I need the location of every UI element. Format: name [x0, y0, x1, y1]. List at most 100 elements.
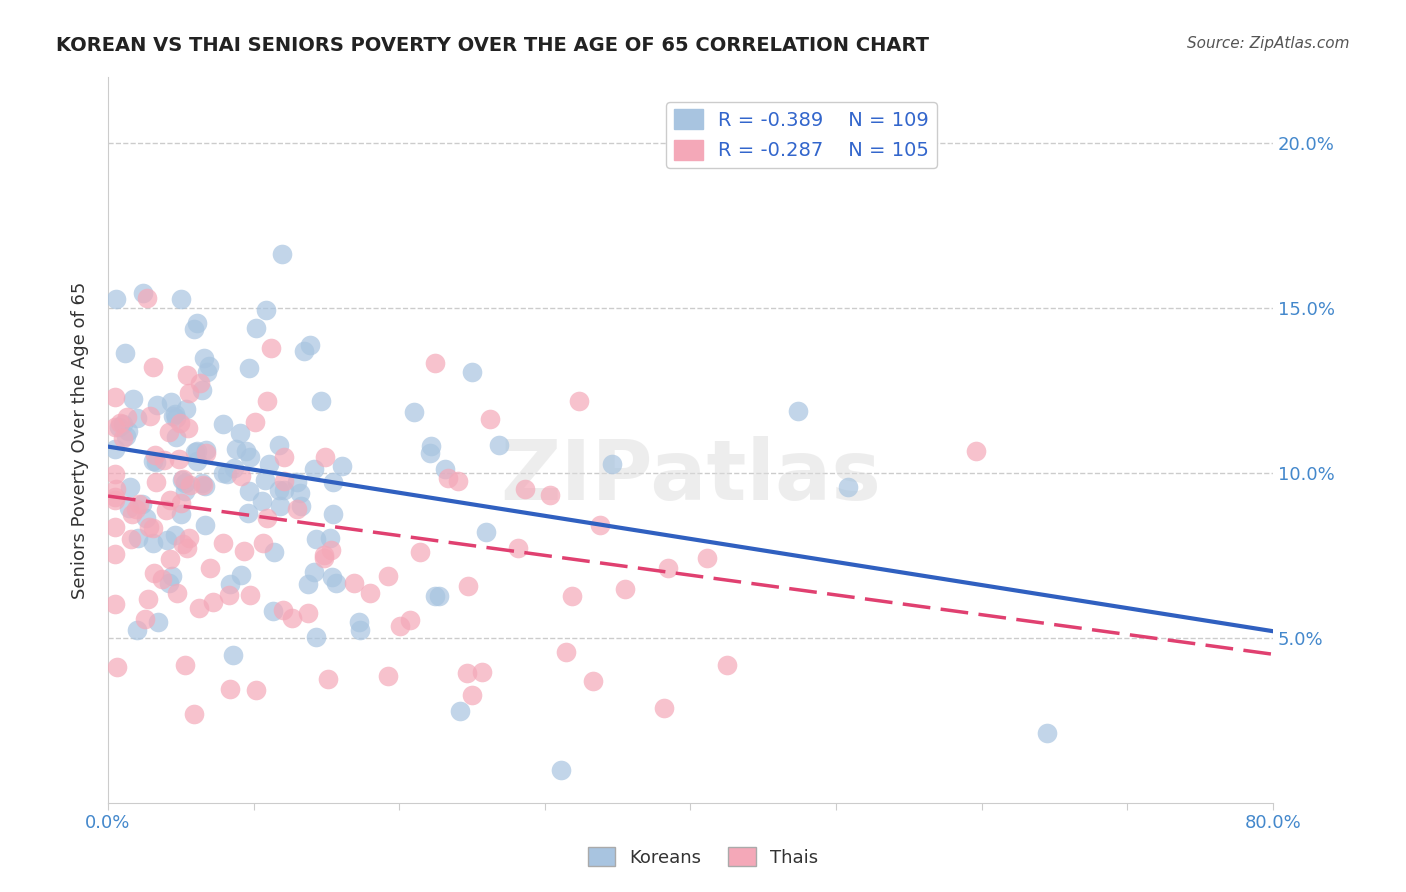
Point [259, 457, 281, 471]
Point [142, 453, 165, 467]
Point [437, 471, 460, 485]
Point [696, 551, 718, 566]
Point [186, 316, 208, 330]
Point [965, 444, 987, 458]
Point [142, 521, 165, 535]
Point [550, 763, 572, 777]
Point [120, 480, 142, 494]
Point [104, 390, 127, 404]
Text: Source: ZipAtlas.com: Source: ZipAtlas.com [1187, 36, 1350, 51]
Point [238, 484, 260, 499]
Point [322, 475, 344, 489]
Point [215, 467, 238, 482]
Point [652, 701, 675, 715]
Point [456, 665, 478, 680]
Point [447, 474, 470, 488]
Point [225, 442, 247, 456]
Point [184, 445, 207, 459]
Point [252, 535, 274, 549]
Point [419, 439, 441, 453]
Point [183, 706, 205, 721]
Point [305, 533, 328, 547]
Point [582, 673, 605, 688]
Point [273, 483, 295, 498]
Point [121, 507, 143, 521]
Point [104, 493, 127, 508]
Point [143, 566, 166, 580]
Y-axis label: Seniors Poverty Over the Age of 65: Seniors Poverty Over the Age of 65 [72, 281, 89, 599]
Point [169, 417, 191, 431]
Point [179, 531, 201, 545]
Point [399, 613, 422, 627]
Point [239, 450, 262, 464]
Point [104, 520, 127, 534]
Point [298, 338, 321, 352]
Point [297, 577, 319, 591]
Point [190, 383, 212, 397]
Point [105, 660, 128, 674]
Point [236, 506, 259, 520]
Point [254, 473, 277, 487]
Point [506, 541, 529, 555]
Point [159, 492, 181, 507]
Point [589, 517, 612, 532]
Point [302, 565, 325, 579]
Point [561, 589, 583, 603]
Point [153, 453, 176, 467]
Legend: R = -0.389    N = 109, R = -0.287    N = 105: R = -0.389 N = 109, R = -0.287 N = 105 [666, 102, 936, 168]
Point [388, 619, 411, 633]
Point [325, 576, 347, 591]
Point [107, 420, 129, 434]
Point [148, 615, 170, 629]
Point [136, 592, 159, 607]
Point [471, 665, 494, 679]
Point [172, 537, 194, 551]
Point [600, 458, 623, 472]
Point [176, 368, 198, 382]
Point [449, 705, 471, 719]
Legend: Koreans, Thais: Koreans, Thais [581, 840, 825, 874]
Point [195, 365, 218, 379]
Text: ZIPatlas: ZIPatlas [501, 436, 882, 516]
Point [117, 424, 139, 438]
Point [273, 475, 295, 489]
Point [139, 409, 162, 423]
Point [273, 450, 295, 465]
Point [142, 359, 165, 374]
Point [104, 548, 127, 562]
Point [229, 425, 252, 440]
Point [837, 480, 859, 494]
Point [104, 597, 127, 611]
Point [188, 376, 211, 390]
Point [377, 669, 399, 683]
Point [271, 247, 294, 261]
Point [117, 410, 139, 425]
Point [142, 536, 165, 550]
Point [231, 469, 253, 483]
Point [173, 658, 195, 673]
Point [114, 346, 136, 360]
Point [271, 603, 294, 617]
Point [146, 398, 169, 412]
Point [433, 462, 456, 476]
Point [235, 444, 257, 458]
Point [478, 412, 501, 426]
Point [176, 421, 198, 435]
Point [143, 448, 166, 462]
Point [232, 544, 254, 558]
Point [212, 417, 235, 432]
Point [256, 394, 278, 409]
Point [186, 444, 208, 458]
Point [460, 688, 482, 702]
Point [239, 588, 262, 602]
Point [427, 590, 450, 604]
Point [319, 531, 342, 545]
Point [614, 582, 637, 597]
Point [302, 462, 325, 476]
Point [267, 438, 290, 452]
Point [104, 467, 127, 482]
Point [200, 561, 222, 575]
Point [121, 392, 143, 406]
Point [174, 483, 197, 498]
Point [198, 359, 221, 373]
